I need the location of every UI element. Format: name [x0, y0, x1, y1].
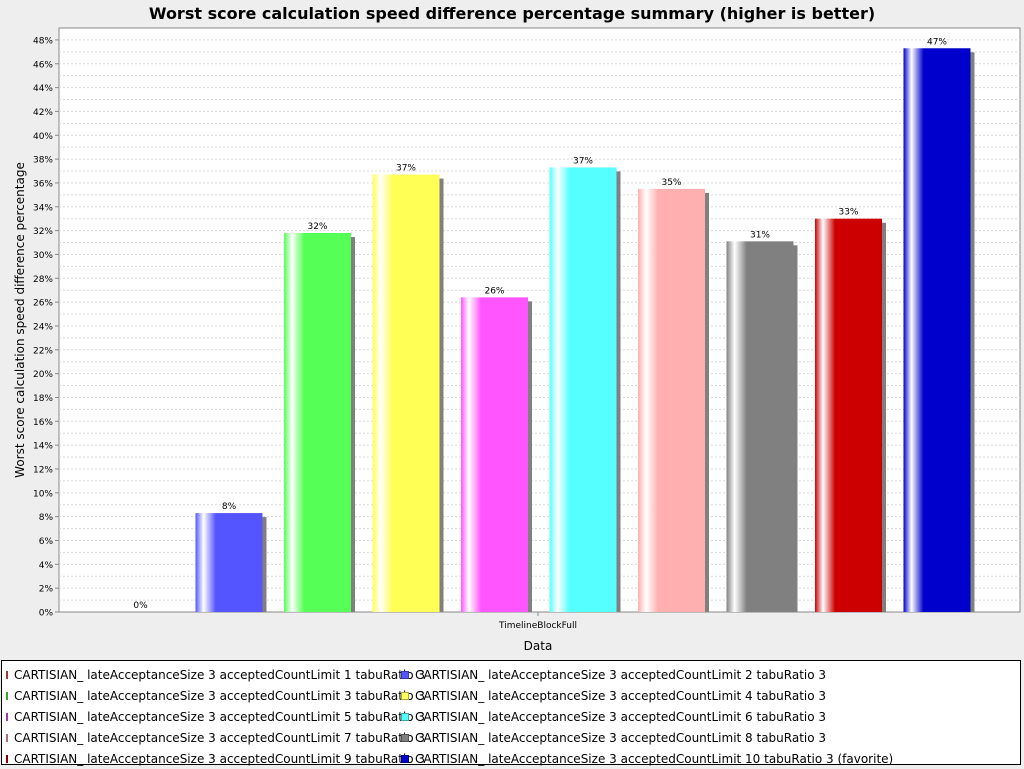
y-tick-label: 22%: [33, 346, 53, 356]
bar-s5: [461, 297, 528, 612]
bar-s4: [372, 174, 440, 612]
y-tick-label: 12%: [33, 465, 53, 475]
y-tick-label: 30%: [33, 251, 53, 261]
bar-s10: [903, 48, 971, 612]
data-label-s6: 37%: [573, 156, 593, 166]
legend: CARTISIAN_ lateAcceptanceSize 3 accepted…: [1, 660, 1021, 766]
data-label-s10: 47%: [927, 37, 947, 47]
y-tick-label: 4%: [39, 561, 54, 571]
legend-item: CARTISIAN_ lateAcceptanceSize 3 accepted…: [6, 689, 425, 703]
bars: [195, 48, 975, 613]
legend-swatch-s3: [6, 691, 8, 700]
legend-label: CARTISIAN_ lateAcceptanceSize 3 accepted…: [415, 688, 827, 703]
legend-label: CARTISIAN_ lateAcceptanceSize 3 accepted…: [14, 688, 426, 703]
legend-swatch-s9: [6, 754, 8, 763]
legend-row: CARTISIAN_ lateAcceptanceSize 3 accepted…: [6, 706, 1020, 727]
legend-row: CARTISIAN_ lateAcceptanceSize 3 accepted…: [6, 664, 1020, 685]
bar-s2: [195, 513, 263, 612]
legend-row: CARTISIAN_ lateAcceptanceSize 3 accepted…: [6, 685, 1020, 706]
y-tick-label: 42%: [33, 108, 53, 118]
y-tick-label: 26%: [33, 299, 53, 309]
y-tick-label: 20%: [33, 370, 53, 380]
legend-item: CARTISIAN_ lateAcceptanceSize 3 accepted…: [401, 668, 826, 682]
data-label-s5: 26%: [484, 286, 504, 296]
legend-label: CARTISIAN_ lateAcceptanceSize 3 accepted…: [415, 709, 827, 724]
legend-swatch-s1: [6, 670, 8, 679]
x-axis-title: Data: [524, 639, 553, 653]
data-label-s3: 32%: [307, 222, 327, 232]
y-tick-label: 10%: [33, 489, 53, 499]
legend-swatch-s8: [401, 733, 409, 742]
legend-label: CARTISIAN_ lateAcceptanceSize 3 accepted…: [14, 667, 426, 682]
bar-s9: [815, 218, 882, 612]
legend-item: CARTISIAN_ lateAcceptanceSize 3 accepted…: [401, 689, 826, 703]
legend-item: CARTISIAN_ lateAcceptanceSize 3 accepted…: [6, 668, 425, 682]
bar-s6: [549, 167, 617, 613]
legend-item: CARTISIAN_ lateAcceptanceSize 3 accepted…: [6, 731, 425, 745]
x-category-label: TimelineBlockFull: [498, 621, 577, 631]
legend-item: CARTISIAN_ lateAcceptanceSize 3 accepted…: [6, 710, 425, 724]
legend-label: CARTISIAN_ lateAcceptanceSize 3 accepted…: [14, 709, 426, 724]
legend-label: CARTISIAN_ lateAcceptanceSize 3 accepted…: [415, 667, 827, 682]
y-tick-label: 14%: [33, 442, 53, 452]
y-tick-label: 34%: [33, 203, 53, 213]
y-tick-label: 32%: [33, 227, 53, 237]
y-tick-label: 0%: [39, 609, 54, 619]
data-label-s9: 33%: [838, 208, 858, 218]
y-tick-label: 16%: [33, 418, 53, 428]
bar-s8: [726, 241, 794, 612]
legend-swatch-s6: [401, 712, 409, 721]
bar-s7: [638, 188, 705, 613]
legend-row: CARTISIAN_ lateAcceptanceSize 3 accepted…: [6, 748, 1020, 769]
legend-swatch-s7: [6, 733, 8, 742]
legend-label: CARTISIAN_ lateAcceptanceSize 3 accepted…: [14, 730, 426, 745]
y-tick-label: 48%: [33, 36, 53, 46]
bar-chart: Worst score calculation speed difference…: [13, 4, 1021, 653]
data-label-s2: 8%: [222, 502, 237, 512]
legend-swatch-s2: [401, 670, 409, 679]
y-tick-label: 46%: [33, 60, 53, 70]
data-label-s1: 0%: [133, 601, 148, 611]
legend-label: CARTISIAN_ lateAcceptanceSize 3 accepted…: [415, 730, 827, 745]
data-label-s4: 37%: [396, 164, 416, 174]
legend-swatch-s10: [401, 754, 409, 763]
chart-title: Worst score calculation speed difference…: [149, 4, 875, 23]
y-tick-label: 6%: [39, 537, 54, 547]
legend-label: CARTISIAN_ lateAcceptanceSize 3 accepted…: [14, 751, 426, 766]
legend-label: CARTISIAN_ lateAcceptanceSize 3 accepted…: [415, 751, 894, 766]
data-label-s8: 31%: [750, 230, 770, 240]
legend-swatch-s5: [6, 712, 8, 721]
legend-item: CARTISIAN_ lateAcceptanceSize 3 accepted…: [401, 752, 893, 766]
y-tick-label: 8%: [39, 513, 54, 523]
legend-swatch-s4: [401, 691, 409, 700]
y-axis-title: Worst score calculation speed difference…: [13, 162, 27, 478]
y-tick-label: 2%: [39, 585, 54, 595]
legend-item: CARTISIAN_ lateAcceptanceSize 3 accepted…: [6, 752, 425, 766]
y-axis-ticks: 0% 2% 4% 6% 8% 10% 12% 14% 16% 18% 20% 22% 24% 26% 28%…: [33, 36, 539, 619]
y-tick-label: 36%: [33, 179, 53, 189]
bar-s3: [284, 232, 351, 613]
legend-row: CARTISIAN_ lateAcceptanceSize 3 accepted…: [6, 727, 1020, 748]
data-label-s7: 35%: [661, 178, 681, 188]
y-tick-label: 40%: [33, 132, 53, 142]
legend-item: CARTISIAN_ lateAcceptanceSize 3 accepted…: [401, 710, 826, 724]
y-tick-label: 28%: [33, 275, 53, 285]
legend-item: CARTISIAN_ lateAcceptanceSize 3 accepted…: [401, 731, 826, 745]
y-tick-label: 18%: [33, 394, 53, 404]
y-tick-label: 44%: [33, 84, 53, 94]
data-labels: 0% 8% 32% 37% 26% 37% 35% 31% 33% 47%: [133, 37, 947, 611]
y-tick-label: 24%: [33, 322, 53, 332]
y-tick-label: 38%: [33, 156, 53, 166]
